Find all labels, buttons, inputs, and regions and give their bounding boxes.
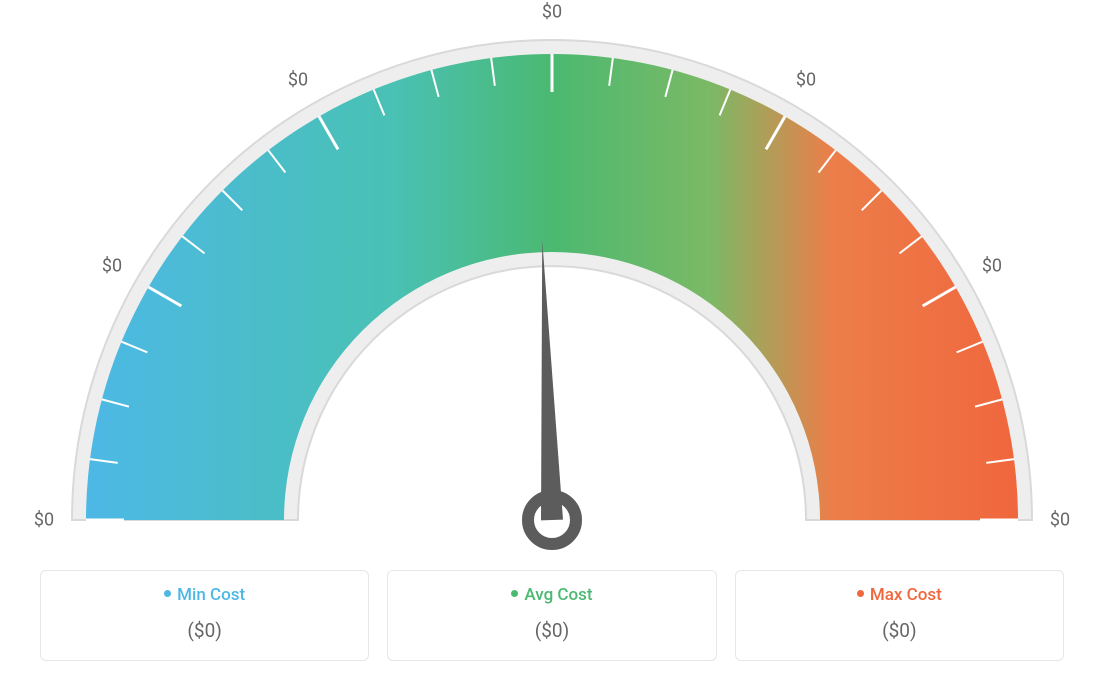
- legend-label-text: Min Cost: [177, 585, 245, 605]
- legend-label-text: Avg Cost: [524, 585, 592, 605]
- legend-card-max: Max Cost ($0): [735, 570, 1064, 661]
- legend-value-max: ($0): [736, 619, 1063, 642]
- legend-card-min: Min Cost ($0): [40, 570, 369, 661]
- cost-gauge-widget: $0 $0 $0 $0 $0 $0 $0 Min Cost ($0) Avg Cost ($…: [0, 0, 1104, 690]
- legend-label-min: Min Cost: [41, 585, 368, 605]
- legend-label-text: Max Cost: [870, 585, 942, 605]
- legend-value-avg: ($0): [388, 619, 715, 642]
- legend-value-min: ($0): [41, 619, 368, 642]
- dot-icon: [511, 590, 518, 597]
- legend-label-max: Max Cost: [736, 585, 1063, 605]
- legend-row: Min Cost ($0) Avg Cost ($0) Max Cost ($0…: [40, 570, 1064, 661]
- legend-card-avg: Avg Cost ($0): [387, 570, 716, 661]
- gauge-scale-label: $0: [542, 2, 562, 23]
- gauge-scale-label: $0: [34, 510, 54, 531]
- dot-icon: [164, 590, 171, 597]
- gauge-scale-label: $0: [288, 70, 308, 91]
- dot-icon: [857, 590, 864, 597]
- gauge-svg: [0, 0, 1104, 560]
- gauge-area: $0 $0 $0 $0 $0 $0 $0: [0, 0, 1104, 560]
- gauge-scale-label: $0: [982, 256, 1002, 277]
- gauge-scale-label: $0: [102, 256, 122, 277]
- gauge-scale-label: $0: [1050, 510, 1070, 531]
- gauge-scale-label: $0: [796, 70, 816, 91]
- legend-label-avg: Avg Cost: [388, 585, 715, 605]
